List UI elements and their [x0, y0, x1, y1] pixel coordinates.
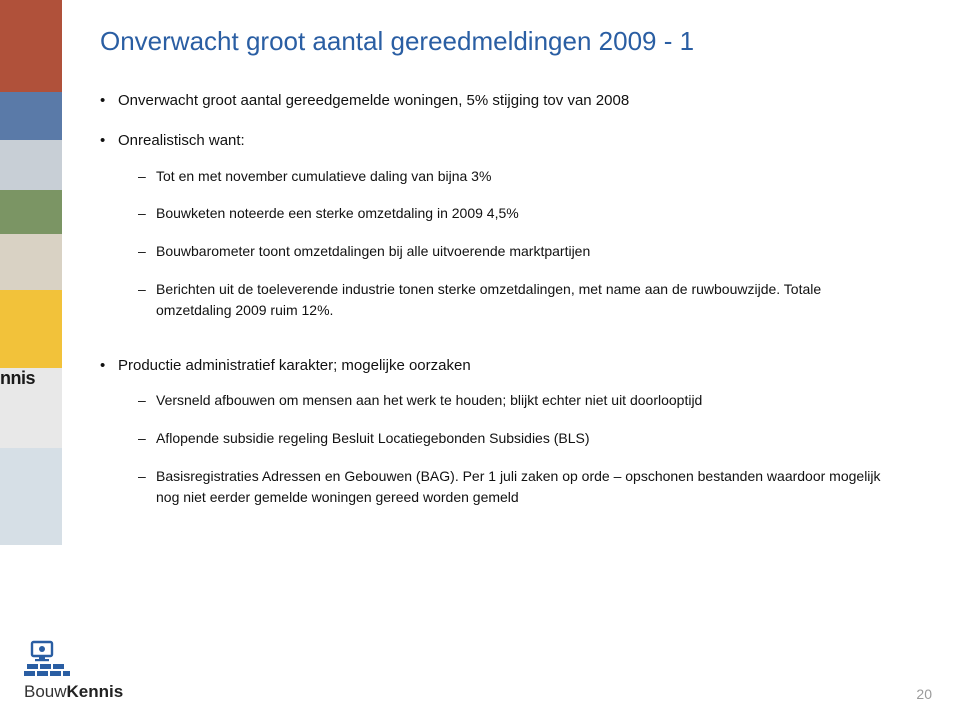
page-number: 20	[916, 686, 932, 702]
strip-segment	[0, 0, 62, 92]
sub-bullet-item: Bouwketen noteerde een sterke omzetdalin…	[138, 203, 900, 225]
bullet-item: Onverwacht groot aantal gereedgemelde wo…	[100, 91, 900, 111]
slide-title: Onverwacht groot aantal gereedmeldingen …	[100, 26, 900, 57]
bullet-text: Productie administratief karakter; mogel…	[118, 357, 471, 374]
bullet-list-1: Onverwacht groot aantal gereedgemelde wo…	[100, 91, 900, 322]
strip-segment	[0, 290, 62, 368]
sub-bullet-item: Tot en met november cumulatieve daling v…	[138, 166, 900, 188]
sub-bullet-item: Basisregistraties Adressen en Gebouwen (…	[138, 466, 900, 509]
bullet-text: Onverwacht groot aantal gereedgemelde wo…	[118, 92, 629, 109]
slide-content: Onverwacht groot aantal gereedmeldingen …	[100, 26, 900, 529]
sub-bullet-list: Versneld afbouwen om mensen aan het werk…	[118, 390, 900, 509]
strip-decor-text: nnis	[0, 368, 35, 389]
brand-icon	[24, 640, 70, 680]
sub-bullet-item: Versneld afbouwen om mensen aan het werk…	[138, 390, 900, 412]
strip-segment	[0, 234, 62, 290]
bullet-item: Onrealistisch want: Tot en met november c…	[100, 131, 900, 322]
left-photo-strip	[0, 0, 62, 545]
bullet-list-2: Productie administratief karakter; mogel…	[100, 356, 900, 509]
brand-logo: BouwKennis	[24, 640, 123, 702]
strip-segment	[0, 140, 62, 190]
sub-bullet-list: Tot en met november cumulatieve daling v…	[118, 166, 900, 322]
slide-page: nnis Onverwacht groot aantal gereedmeldi…	[0, 0, 960, 720]
strip-segment	[0, 92, 62, 140]
sub-bullet-item: Aflopende subsidie regeling Besluit Loca…	[138, 428, 900, 450]
strip-segment	[0, 190, 62, 234]
brand-name: BouwKennis	[24, 682, 123, 702]
bullet-text: Onrealistisch want:	[118, 132, 245, 149]
sub-bullet-item: Bouwbarometer toont omzetdalingen bij al…	[138, 241, 900, 263]
bullet-item: Productie administratief karakter; mogel…	[100, 356, 900, 509]
sub-bullet-item: Berichten uit de toeleverende industrie …	[138, 279, 900, 322]
brand-name-part1: Bouw	[24, 682, 67, 701]
brand-name-part2: Kennis	[67, 682, 124, 701]
strip-segment	[0, 448, 62, 545]
